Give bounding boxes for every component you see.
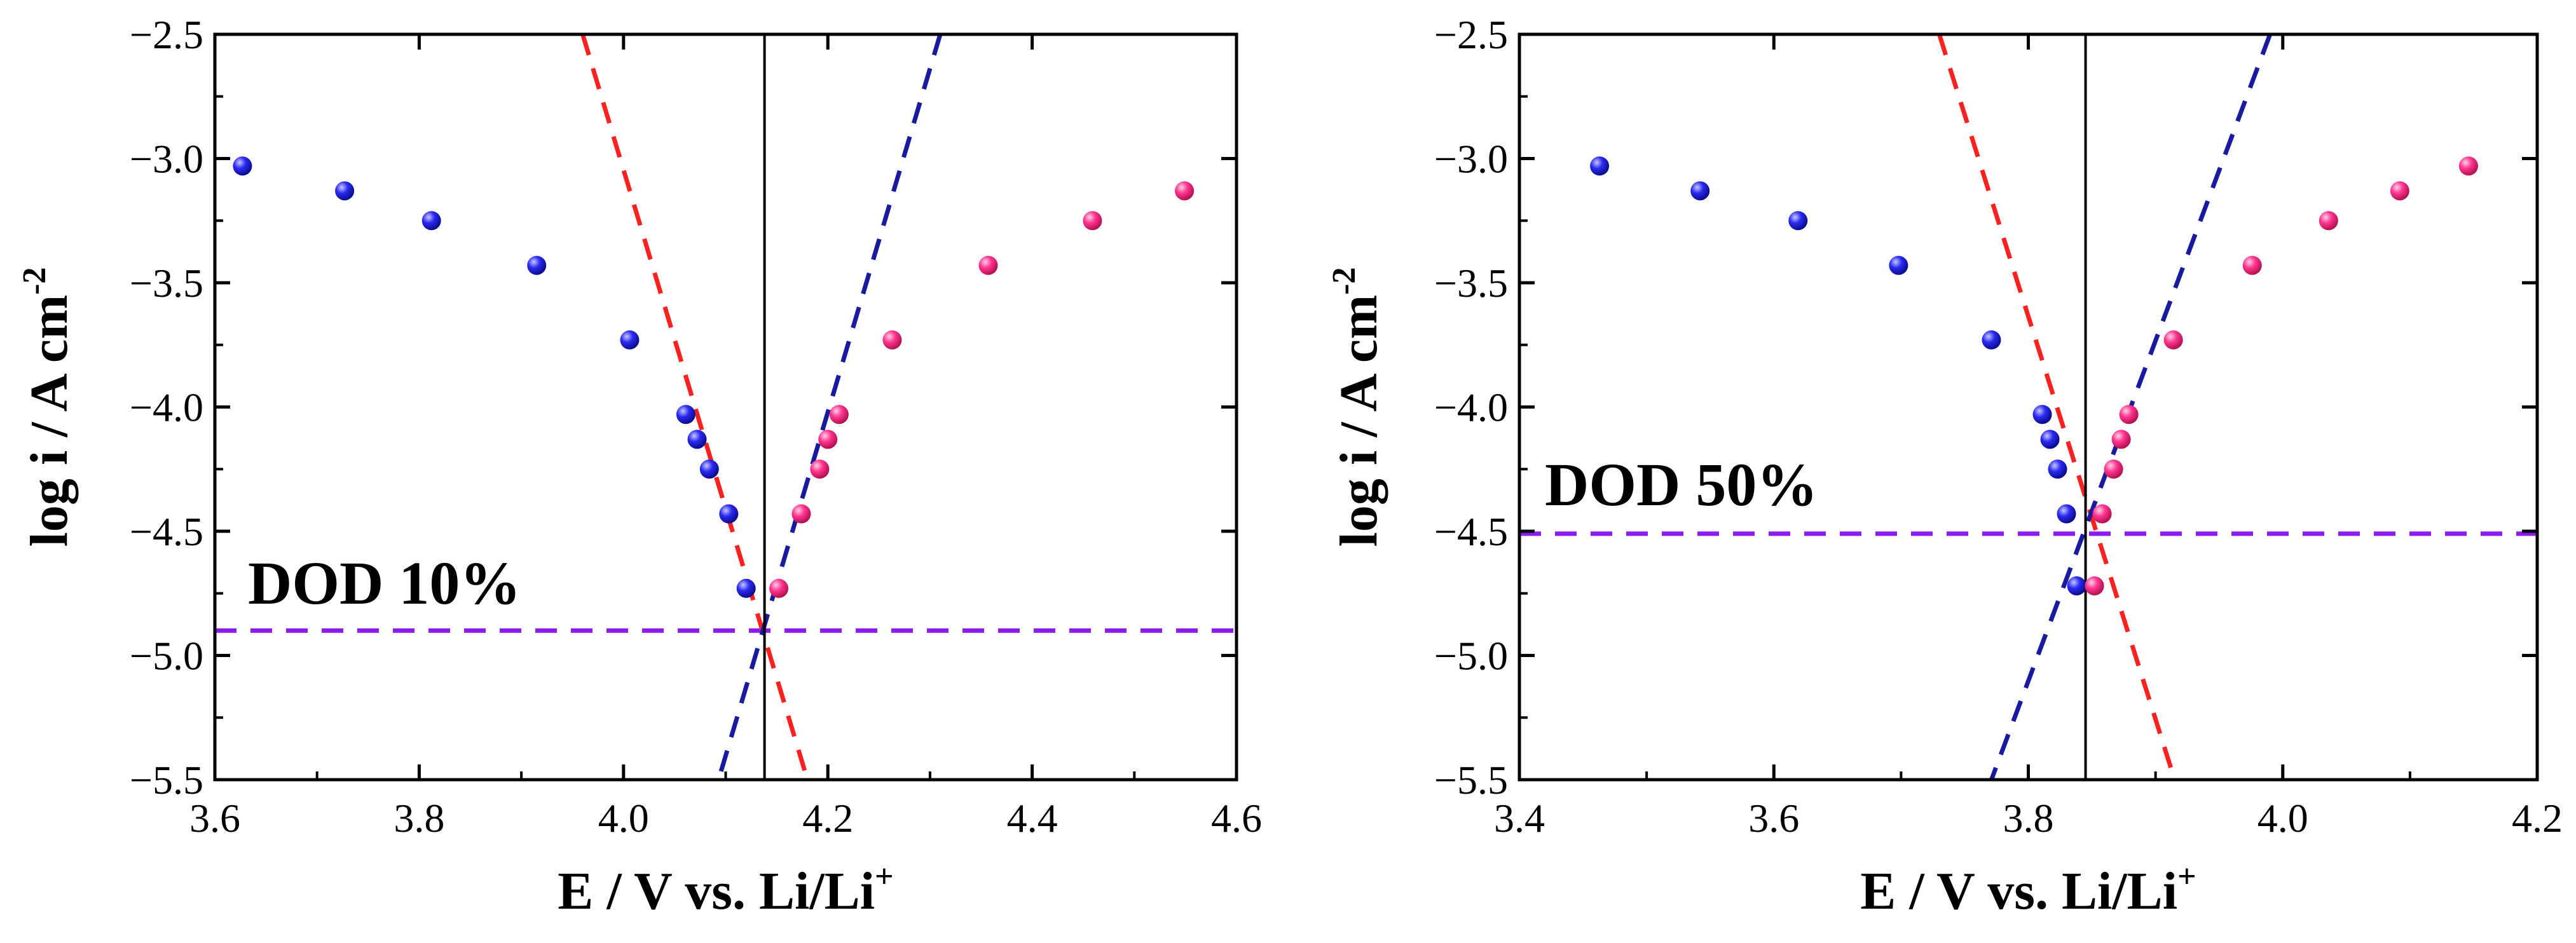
data-point-anodic — [978, 255, 998, 275]
y-tick-label: −4.5 — [1434, 509, 1508, 554]
y-tick-label: −2.5 — [130, 12, 203, 57]
axes-frame — [1518, 32, 2539, 782]
axes-frame — [213, 32, 1238, 782]
data-point-anodic — [769, 578, 789, 598]
data-point-anodic — [2119, 405, 2139, 424]
x-axis-title: E / V vs. Li/Li+ — [1860, 858, 2196, 921]
data-point-anodic — [2092, 504, 2112, 524]
tafel-anodic-fit-line — [716, 34, 943, 780]
x-axis-title-main: E / V vs. Li/Li — [558, 862, 875, 921]
chart-panel-2: 3.4 3.6 3.8 4.0 4.2 −2.5 −3.0 −3.5 −4.0 −4.5 −5.0 −… — [1326, 12, 2563, 921]
data-point-anodic — [1083, 211, 1102, 231]
data-point-cathodic — [1690, 181, 1710, 201]
chart-panel-1: 3.6 3.8 4.0 4.2 4.4 4.6 −2.5 −3.0 −3.5 −4.0 −4.5 −5… — [17, 12, 1262, 921]
data-point-cathodic — [736, 578, 756, 598]
y-axis-title-sup: -2 — [17, 268, 53, 295]
data-point-anodic — [829, 405, 849, 424]
x-tick-label: 3.4 — [1494, 796, 1545, 841]
data-point-cathodic — [1590, 156, 1610, 176]
data-point-cathodic — [719, 504, 739, 524]
data-point-anodic — [2085, 576, 2104, 596]
data-point-cathodic — [1889, 255, 1908, 275]
y-tick-label: −2.5 — [1434, 12, 1508, 57]
plot-area — [1519, 34, 2537, 780]
data-point-anodic — [2242, 255, 2262, 275]
x-tick-label: 4.4 — [1007, 796, 1058, 841]
data-point-anodic — [2104, 459, 2123, 479]
y-axis-title-sup: -2 — [1326, 268, 1362, 295]
data-point-anodic — [818, 430, 838, 449]
data-point-anodic — [810, 459, 830, 479]
dod-annotation: DOD 50% — [1545, 451, 1818, 519]
tafel-cathodic-fit-line — [580, 34, 810, 780]
y-tick-label: −5.0 — [130, 634, 203, 679]
y-tick-label: −4.5 — [130, 509, 203, 554]
x-tick-label: 4.0 — [598, 796, 649, 841]
x-axis-title: E / V vs. Li/Li+ — [558, 858, 893, 921]
data-point-anodic — [2319, 211, 2338, 231]
x-tick-label: 4.0 — [2257, 796, 2308, 841]
data-point-cathodic — [527, 255, 547, 275]
y-axis-title-main: log i / A cm — [20, 295, 79, 547]
data-point-cathodic — [620, 330, 640, 349]
data-point-cathodic — [421, 211, 441, 231]
y-tick-label: −3.0 — [130, 137, 203, 182]
y-tick-label: −5.5 — [130, 757, 203, 803]
data-point-anodic — [2111, 430, 2131, 449]
x-axis-title-main: E / V vs. Li/Li — [1860, 862, 2177, 921]
y-tick-label: −4.0 — [1434, 385, 1508, 430]
data-point-cathodic — [2040, 430, 2060, 449]
data-point-cathodic — [233, 156, 252, 176]
y-tick-label: −5.5 — [1434, 757, 1508, 803]
data-point-cathodic — [2057, 504, 2076, 524]
x-tick-label: 3.6 — [189, 796, 240, 841]
y-axis-title: log i / A cm-2 — [17, 268, 79, 547]
y-tick-label: −3.5 — [130, 261, 203, 306]
data-point-anodic — [1175, 181, 1195, 201]
y-axis-title-main: log i / A cm — [1329, 295, 1388, 547]
y-tick-label: −3.0 — [1434, 137, 1508, 182]
x-tick-label: 4.6 — [1211, 796, 1262, 841]
data-point-cathodic — [2032, 405, 2052, 424]
y-tick-label: −5.0 — [1434, 634, 1508, 679]
x-tick-label: 3.6 — [1748, 796, 1799, 841]
x-tick-label: 3.8 — [2003, 796, 2054, 841]
data-point-anodic — [882, 330, 902, 349]
data-point-cathodic — [1982, 330, 2001, 349]
x-axis-title-sup: + — [875, 858, 894, 895]
data-point-anodic — [2163, 330, 2183, 349]
data-point-anodic — [2458, 156, 2478, 176]
x-axis-title-sup: + — [2177, 858, 2196, 895]
plot-area — [215, 34, 1237, 780]
tafel-cathodic-fit-line — [1937, 34, 2177, 780]
y-axis-title: log i / A cm-2 — [1326, 268, 1388, 547]
x-tick-label: 4.2 — [802, 796, 853, 841]
data-point-cathodic — [699, 459, 719, 479]
dod-annotation: DOD 10% — [248, 549, 521, 617]
data-point-cathodic — [1788, 211, 1808, 231]
x-tick-label: 4.2 — [2512, 796, 2563, 841]
y-tick-label: −3.5 — [1434, 261, 1508, 306]
data-point-cathodic — [2048, 459, 2067, 479]
y-tick-label: −4.0 — [130, 385, 203, 430]
data-point-cathodic — [2067, 576, 2086, 596]
data-point-cathodic — [335, 181, 355, 201]
data-point-anodic — [2390, 181, 2409, 201]
x-tick-label: 3.8 — [394, 796, 444, 841]
data-point-cathodic — [687, 430, 707, 449]
data-point-cathodic — [676, 405, 695, 424]
data-point-anodic — [791, 504, 811, 524]
